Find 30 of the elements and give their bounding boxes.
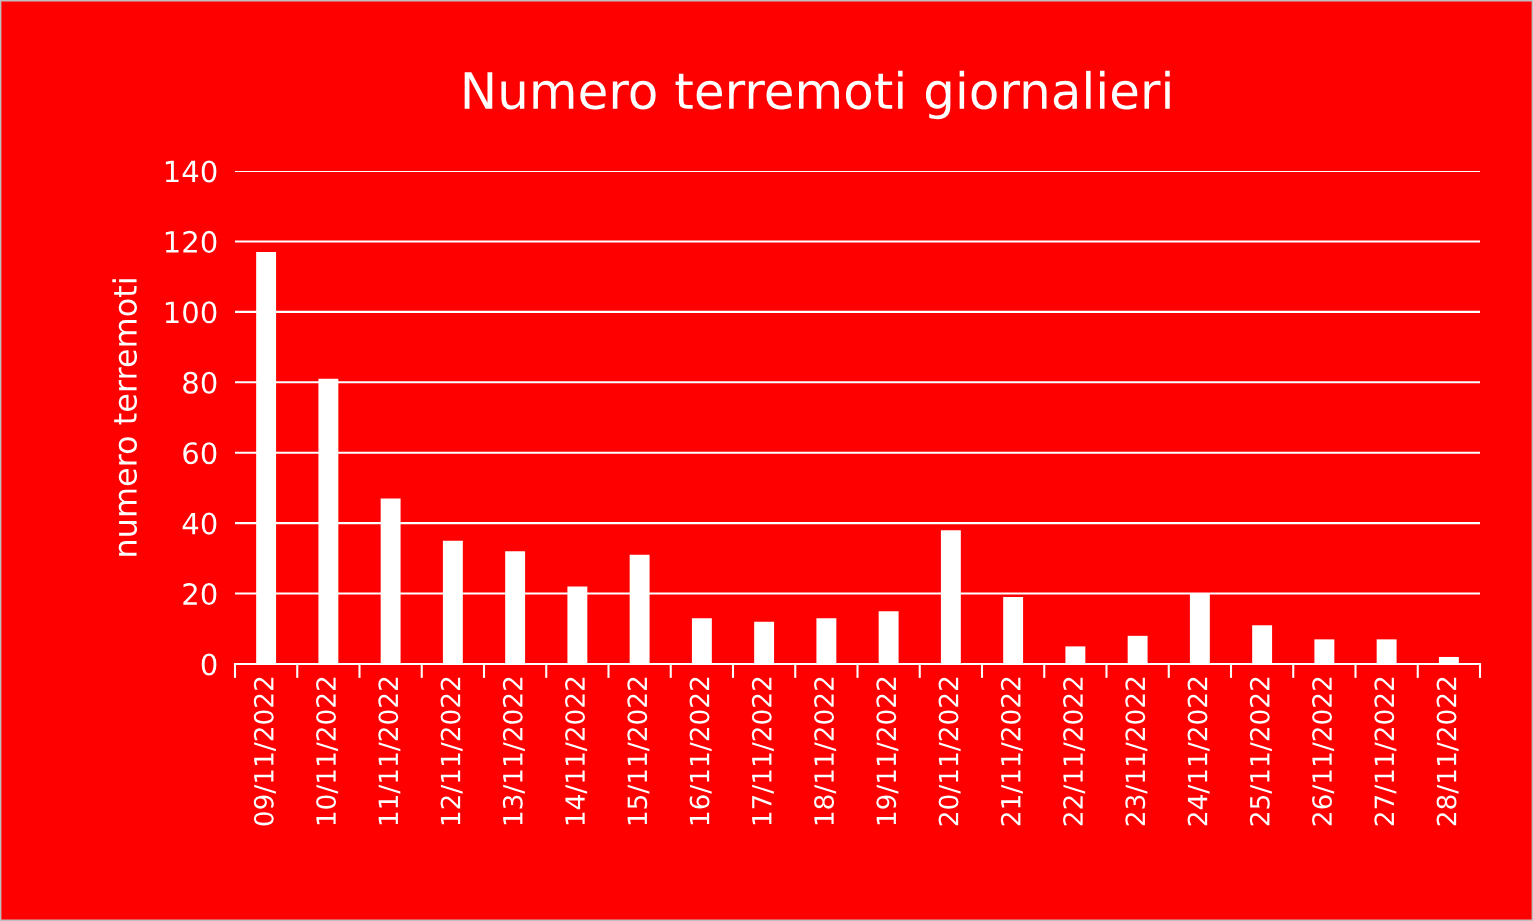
x-tick-label: 21/11/2022 xyxy=(1000,677,1023,826)
x-tick-label: 19/11/2022 xyxy=(876,677,899,825)
x-tick-label: 10/11/2022 xyxy=(316,677,339,825)
x-tick-label: 20/11/2022 xyxy=(938,677,961,826)
y-tick-label: 120 xyxy=(165,230,217,253)
x-tick-label: 17/11/2022 xyxy=(751,677,774,825)
y-axis-title: numero terremoti xyxy=(112,279,138,556)
x-tick-label: 23/11/2022 xyxy=(1125,677,1148,826)
x-tick-label: 26/11/2022 xyxy=(1312,677,1335,826)
x-tick-label: 14/11/2022 xyxy=(565,677,588,825)
y-tick-label: 0 xyxy=(201,653,217,676)
x-tick-label: 25/11/2022 xyxy=(1249,677,1272,826)
y-tick-label: 40 xyxy=(182,512,217,535)
x-tick-label: 22/11/2022 xyxy=(1063,677,1086,826)
y-tick-label: 80 xyxy=(183,371,217,394)
y-tick-label: 60 xyxy=(183,442,217,465)
y-tick-label: 20 xyxy=(183,583,217,606)
x-tick-label: 27/11/2022 xyxy=(1374,677,1397,826)
x-tick-label: 28/11/2022 xyxy=(1436,677,1459,826)
y-tick-label: 140 xyxy=(165,160,217,183)
x-tick-label: 16/11/2022 xyxy=(689,677,712,825)
x-tick-label: 09/11/2022 xyxy=(253,677,276,826)
x-tick-label: 24/11/2022 xyxy=(1187,677,1210,826)
chart-title: Numero terremoti giornalieri xyxy=(464,70,1170,120)
x-tick-label: 12/11/2022 xyxy=(440,677,463,825)
x-tick-label: 18/11/2022 xyxy=(814,677,837,825)
x-tick-label: 13/11/2022 xyxy=(502,677,525,825)
x-tick-label: 15/11/2022 xyxy=(627,677,650,825)
y-tick-label: 100 xyxy=(165,301,217,324)
x-tick-label: 11/11/2022 xyxy=(378,677,401,825)
